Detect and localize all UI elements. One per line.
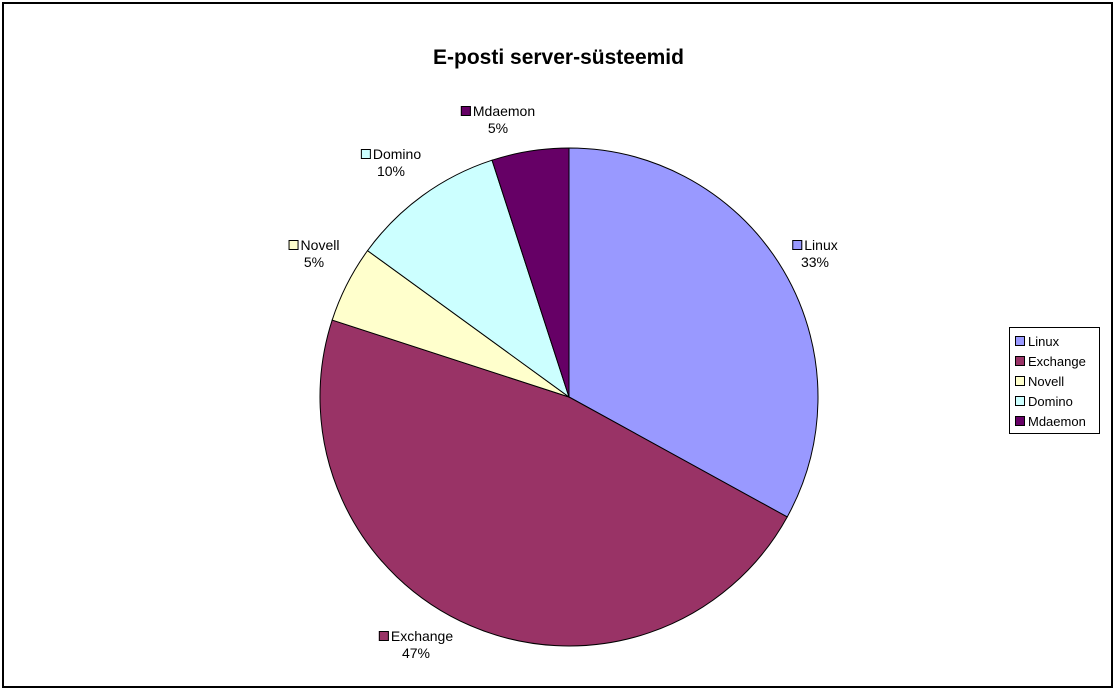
legend: Linux Exchange Novell Domino Mdaemon <box>1009 327 1100 434</box>
slice-label-mdaemon: Mdaemon 5% <box>460 103 536 137</box>
legend-label: Domino <box>1028 394 1073 409</box>
legend-item-novell: Novell <box>1015 372 1099 392</box>
slice-label-swatch <box>378 631 389 641</box>
legend-item-exchange: Exchange <box>1015 352 1099 372</box>
slice-label-name: Exchange <box>390 628 454 644</box>
slice-label-percent: 33% <box>800 254 830 270</box>
slice-label-percent: 5% <box>487 120 509 136</box>
pie-slice-linux <box>568 147 819 518</box>
slice-label-domino: Domino 10% <box>360 146 422 180</box>
legend-label: Mdaemon <box>1028 414 1086 429</box>
slice-label-name: Domino <box>372 146 422 162</box>
slice-label-name: Mdaemon <box>472 103 536 119</box>
slice-label-percent: 10% <box>376 163 406 179</box>
pie-slice-exchange <box>319 319 788 647</box>
slice-label-swatch <box>360 149 371 159</box>
legend-label: Exchange <box>1028 354 1086 369</box>
legend-item-mdaemon: Mdaemon <box>1015 412 1099 432</box>
legend-label: Linux <box>1028 334 1060 349</box>
pie-slice-domino <box>366 159 570 399</box>
slice-label-name: Linux <box>804 237 838 253</box>
slice-label-linux: Linux 33% <box>792 237 838 271</box>
slice-label-percent: 5% <box>303 254 325 270</box>
legend-swatch <box>1015 376 1025 386</box>
slice-label-novell: Novell 5% <box>288 237 340 271</box>
slice-label-exchange: Exchange 47% <box>378 628 454 662</box>
slice-label-swatch <box>460 106 471 116</box>
legend-swatch <box>1015 396 1025 406</box>
chart-title: E-posti server-süsteemid <box>433 46 684 69</box>
legend-swatch <box>1015 336 1025 346</box>
legend-label: Novell <box>1028 374 1065 389</box>
pie-slice-mdaemon <box>491 147 570 398</box>
slice-label-swatch <box>288 240 299 250</box>
legend-swatch <box>1015 356 1025 366</box>
legend-swatch <box>1015 416 1025 426</box>
slice-label-percent: 47% <box>401 645 431 661</box>
slice-label-name: Novell <box>300 237 340 253</box>
legend-item-domino: Domino <box>1015 392 1099 412</box>
slice-label-swatch <box>792 240 803 250</box>
legend-item-linux: Linux <box>1015 332 1099 352</box>
